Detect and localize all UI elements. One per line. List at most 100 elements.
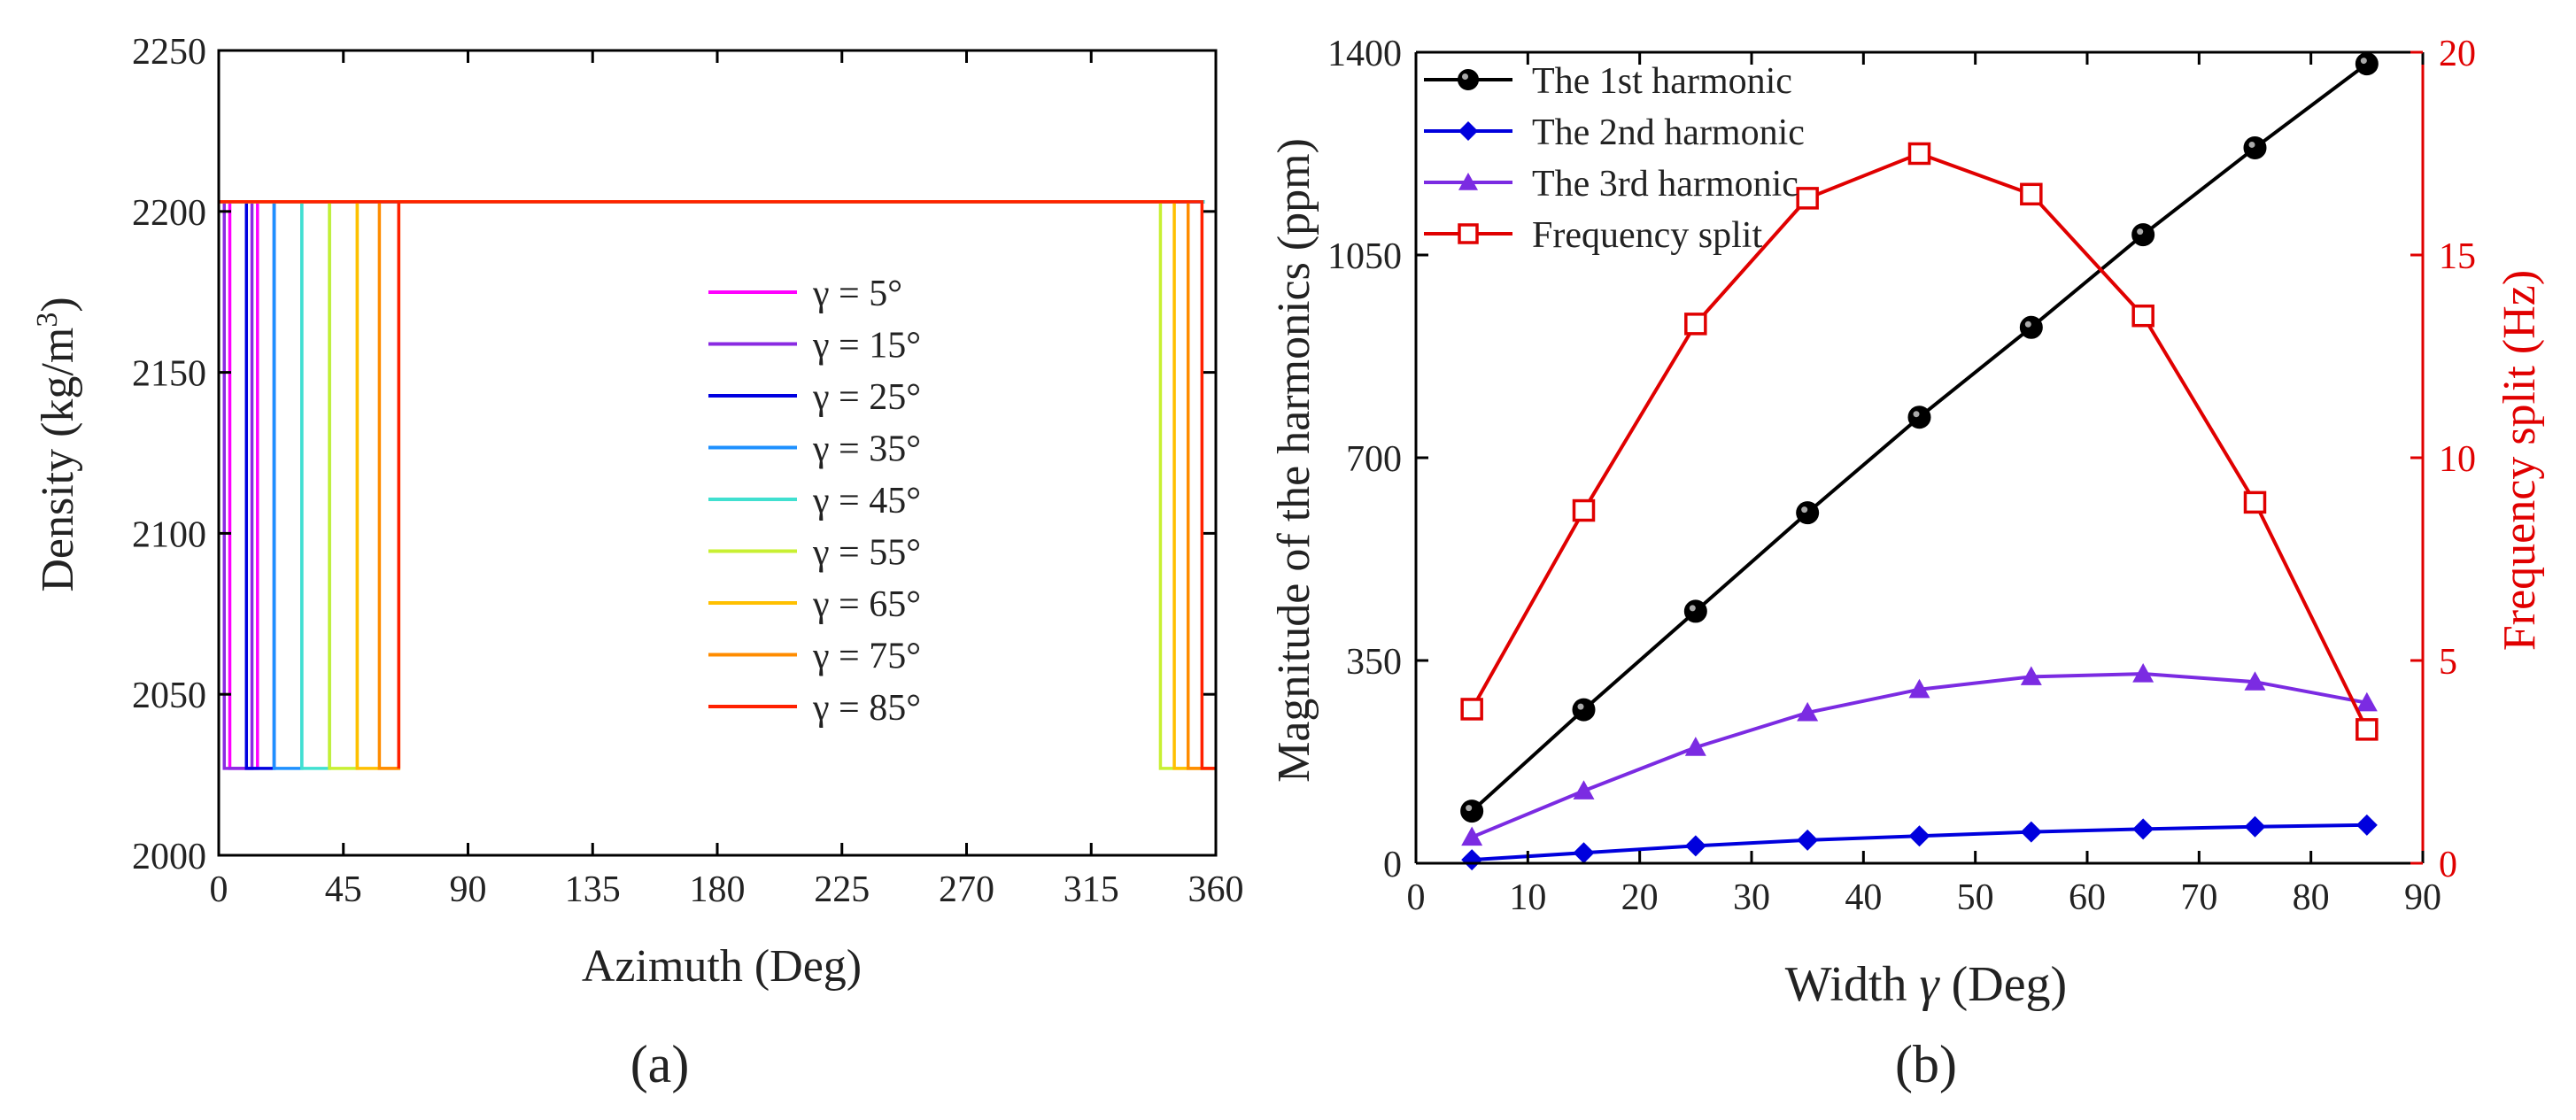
panel-a-series-line xyxy=(219,200,1205,770)
panel-b-x-tick-label: 30 xyxy=(1733,877,1770,918)
panel-a-legend-label: γ = 45° xyxy=(812,481,921,521)
panel-b-series-line xyxy=(1471,672,2368,839)
panel-b-marker-diamond xyxy=(1573,842,1595,864)
panel-a-y-axis-label-sup: 3 xyxy=(31,313,64,328)
panel-a-x-tick-label: 360 xyxy=(1188,869,1244,910)
panel-b-left-y-tick-label: 1050 xyxy=(1327,236,1402,277)
panel-b-x-tick-label: 80 xyxy=(2293,877,2330,918)
panel-a-x-tick-label: 315 xyxy=(1064,869,1119,910)
panel-b-marker-highlight xyxy=(1689,605,1696,612)
panel-a-legend-label: γ = 5° xyxy=(812,274,902,314)
panel-a-series-line xyxy=(219,200,1216,770)
panel-b-marker-diamond xyxy=(1908,825,1930,847)
panel-b-marker-square xyxy=(1572,498,1596,522)
panel-b-x-axis-label-gamma: γ xyxy=(1920,957,1941,1012)
panel-b-marker-diamond xyxy=(2244,815,2266,838)
panel-a-series-line xyxy=(219,200,1216,770)
panel-a-legend-label: γ = 35° xyxy=(812,429,921,470)
panel-a-x-tick-label: 270 xyxy=(939,869,994,910)
panel-b-marker-highlight xyxy=(2024,321,2031,328)
panel-b-marker-square xyxy=(1684,313,1707,336)
panel-a-legend-label: γ = 75° xyxy=(812,637,921,677)
panel-a-chart: 0 45 90 135 180 225 270 315 360 2000 2050 2100 2150 2… xyxy=(31,32,1244,1093)
panel-a-series-line xyxy=(219,200,1205,770)
panel-b-marker-square xyxy=(2131,304,2154,328)
panel-a-legend-label: γ = 15° xyxy=(812,326,921,367)
panel-a-label: (a) xyxy=(630,1035,690,1093)
panel-b-marker-circle xyxy=(2355,52,2379,76)
panel-b-x-axis-label-part: Width xyxy=(1785,957,1920,1012)
panel-b-marker-circle xyxy=(1460,799,1484,823)
panel-b-right-y-tick-label: 15 xyxy=(2439,236,2476,277)
panel-b-marker-triangle xyxy=(2132,663,2154,683)
panel-b-marker-diamond xyxy=(2132,818,2154,840)
panel-b-marker-triangle xyxy=(1461,826,1483,846)
panel-b-marker-circle xyxy=(1796,501,1820,525)
panel-b-legend-label: The 2nd harmonic xyxy=(1532,112,1805,153)
panel-b-right-y-axis-label: Frequency split (Hz) xyxy=(2495,270,2545,651)
panel-b-label: (b) xyxy=(1895,1035,1957,1093)
panel-a-series-line xyxy=(219,200,1216,770)
panel-b-marker-square xyxy=(1458,223,1479,244)
panel-a-series-line xyxy=(219,200,1216,770)
panel-a-series-lines xyxy=(219,200,1216,770)
panel-b-marker-circle xyxy=(1683,599,1707,623)
panel-b-legend: The 1st harmonic The 2nd harmonic The 3rd … xyxy=(1424,61,1805,256)
panel-a-y-axis-label-main: Density (kg/m xyxy=(33,328,83,592)
panel-b-marker-highlight xyxy=(2137,228,2144,236)
panel-a-legend-label: γ = 85° xyxy=(812,688,921,729)
panel-b-marker-highlight xyxy=(1462,73,1468,80)
panel-b-marker-diamond xyxy=(1797,829,1819,851)
panel-b-x-tick-label: 10 xyxy=(1509,877,1546,918)
panel-a-legend-label: γ = 55° xyxy=(812,533,921,574)
panel-b-legend-label: The 3rd harmonic xyxy=(1532,164,1799,205)
panel-b-marker-square xyxy=(2243,490,2267,514)
panel-b-marker-square xyxy=(1460,698,1483,721)
panel-b-marker-triangle xyxy=(2244,671,2266,691)
panel-a-y-tick-label: 2250 xyxy=(132,32,206,73)
panel-b-marker-highlight xyxy=(1577,703,1584,710)
panel-b-left-y-tick-label: 350 xyxy=(1346,642,1402,683)
panel-b-right-y-tick-label: 20 xyxy=(2439,34,2476,74)
panel-b-x-tick-label: 20 xyxy=(1621,877,1659,918)
panel-b-marker-highlight xyxy=(1913,411,1920,418)
panel-a-legend: γ = 5° γ = 15° γ = 25° γ = 35° γ = 45° γ = 55… xyxy=(708,274,921,729)
panel-b-marker-square xyxy=(1907,142,1931,166)
panel-b-marker-square xyxy=(2020,182,2043,206)
panel-b-marker-triangle xyxy=(2020,666,2042,685)
panel-b-marker-triangle xyxy=(1797,701,1819,722)
panel-a-x-tick-label: 45 xyxy=(325,869,362,910)
panel-a-series-line xyxy=(219,200,1205,770)
panel-b-marker-triangle xyxy=(1458,173,1478,190)
panel-a-x-tick-label: 0 xyxy=(210,869,228,910)
panel-a-x-tick-label: 180 xyxy=(690,869,746,910)
panel-b-x-tick-label: 60 xyxy=(2069,877,2106,918)
panel-a-series-line xyxy=(219,200,1205,770)
panel-b-marker-triangle xyxy=(1573,780,1595,799)
panel-a-y-axis-label-tail: ) xyxy=(33,297,83,312)
panel-a-x-tick-label: 90 xyxy=(450,869,487,910)
panel-a-frame xyxy=(217,49,1218,857)
panel-a-y-axis-label: Density (kg/m3) xyxy=(31,297,84,591)
panel-b-marker-diamond xyxy=(1461,849,1483,871)
panel-b-marker-diamond xyxy=(2356,814,2378,836)
panel-b-chart: 0 10 20 30 40 50 60 70 80 90035070010501400051015… xyxy=(1269,34,2545,1093)
panel-b-marker-circle xyxy=(1907,406,1931,429)
panel-b-legend-label: The 1st harmonic xyxy=(1532,61,1792,102)
panel-b-marker-square xyxy=(1796,187,1819,210)
panel-b-marker-square xyxy=(2356,718,2379,741)
panel-b-x-axis-label-part: (Deg) xyxy=(1939,957,2068,1012)
panel-b-marker-circle xyxy=(2243,135,2267,159)
panel-a-y-tick-label: 2200 xyxy=(132,193,206,234)
panel-b-x-tick-label: 40 xyxy=(1845,877,1882,918)
panel-b-x-tick-label: 50 xyxy=(1957,877,1994,918)
panel-b-marker-circle xyxy=(2019,315,2043,339)
panel-a-y-tick-label: 2100 xyxy=(132,514,206,555)
panel-b-x-tick-label: 90 xyxy=(2404,877,2441,918)
panel-b-marker-triangle xyxy=(1908,678,1930,699)
panel-b-marker-highlight xyxy=(1466,805,1473,812)
panel-a-y-tick-label: 2000 xyxy=(132,837,206,877)
panel-b-left-y-tick-label: 0 xyxy=(1383,845,1402,885)
panel-b-marker-highlight xyxy=(1801,506,1808,514)
